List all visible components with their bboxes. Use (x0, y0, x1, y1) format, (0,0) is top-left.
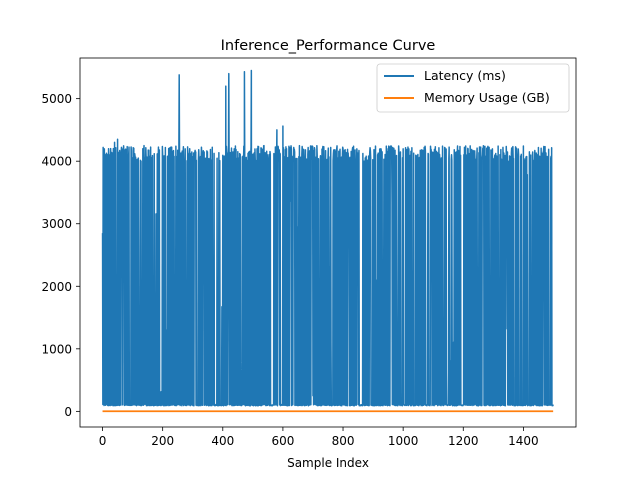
x-tick-label: 200 (151, 434, 174, 448)
x-tick-label: 1200 (448, 434, 479, 448)
legend-box (376, 63, 570, 113)
chart-title: Inference_Performance Curve (221, 38, 436, 54)
y-tick-label: 1000 (41, 342, 72, 356)
y-tick-label: 5000 (41, 92, 72, 106)
plot-frame (79, 57, 577, 428)
legend: Latency (ms) Memory Usage (GB) (376, 63, 570, 113)
plot-area (101, 69, 554, 413)
x-tick-label: 800 (332, 434, 355, 448)
y-tick-label: 4000 (41, 155, 72, 169)
x-tick-label: 1000 (388, 434, 419, 448)
series-line-latency (101, 69, 554, 407)
legend-label-memory: Memory Usage (GB) (424, 90, 550, 105)
axes: 0 200 400 600 800 1000 1200 1400 0 1000 2000 3000 40… (41, 92, 538, 448)
x-tick-label: 400 (211, 434, 234, 448)
legend-label-latency: Latency (ms) (424, 68, 506, 83)
x-tick-label: 0 (99, 434, 107, 448)
x-tick-label: 600 (271, 434, 294, 448)
y-tick-label: 0 (64, 405, 72, 419)
x-tick-label: 1400 (508, 434, 539, 448)
x-axis-label: Sample Index (287, 456, 369, 470)
y-tick-label: 2000 (41, 280, 72, 294)
y-tick-label: 3000 (41, 217, 72, 231)
